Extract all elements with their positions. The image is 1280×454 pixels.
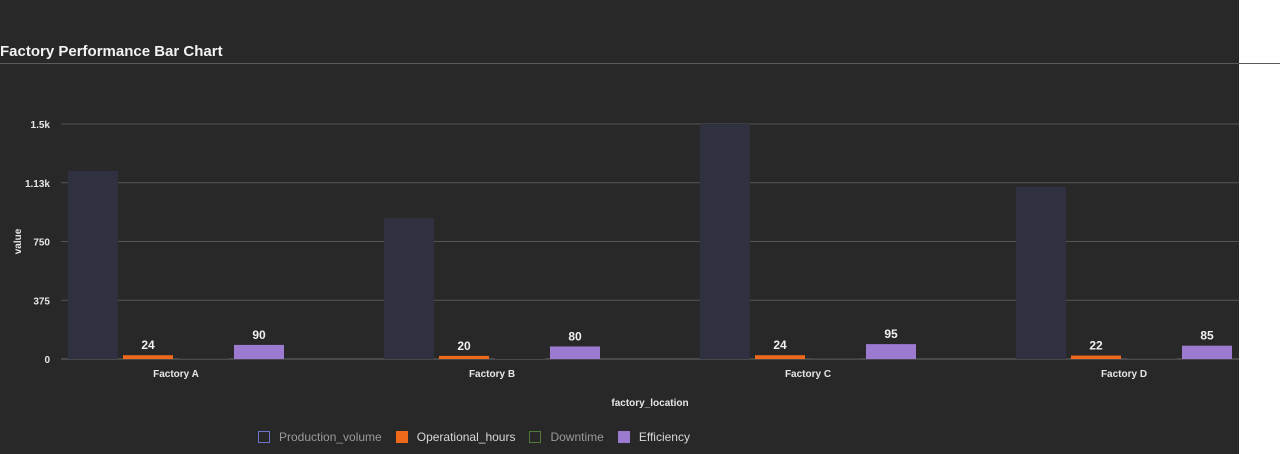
bar-efficiency — [866, 344, 916, 359]
x-tick-label: Factory C — [785, 369, 831, 380]
bar-efficiency — [1182, 345, 1232, 359]
legend-swatch — [529, 431, 542, 443]
data-label: 22 — [1089, 339, 1103, 353]
bar-production-volume — [1016, 186, 1066, 359]
data-label: 95 — [884, 327, 898, 341]
y-tick-label: 1.13k — [25, 179, 50, 190]
x-tick-label: Factory D — [1101, 369, 1147, 380]
bar-production-volume — [68, 171, 118, 359]
x-axis-label: factory_location — [611, 398, 688, 409]
bar-operational-hours — [439, 355, 489, 359]
bar-operational-hours — [123, 355, 173, 359]
legend-swatch — [395, 431, 408, 443]
legend-item-efficiency[interactable]: Efficiency — [617, 430, 690, 444]
chart-title: Factory Performance Bar Chart — [0, 43, 223, 60]
legend-item-operational-hours[interactable]: Operational_hours — [395, 430, 516, 444]
legend-swatch — [258, 431, 270, 443]
legend-label: Efficiency — [638, 430, 690, 444]
legend-label: Production_volume — [279, 430, 382, 444]
y-tick-label: 1.5k — [31, 120, 51, 131]
data-label: 85 — [1200, 329, 1214, 343]
data-label: 24 — [141, 338, 155, 352]
title-divider — [0, 63, 1280, 64]
data-label: 90 — [252, 328, 266, 342]
bar-chart: 0 375 750 1.13k 1.5k value 24 90 Factory A 20 80 Fa… — [13, 120, 1239, 409]
bar-production-volume — [384, 218, 434, 359]
chart-panel: Factory Performance Bar Chart 0 375 750 1.1… — [0, 0, 1239, 454]
title-divider-extension — [1239, 63, 1280, 64]
legend-label: Operational_hours — [416, 430, 516, 444]
bar-efficiency — [550, 346, 600, 359]
data-label: 20 — [457, 339, 471, 353]
chart-legend: Production_volume Operational_hours Downti… — [258, 430, 704, 444]
legend-label: Downtime — [550, 430, 604, 444]
y-tick-label: 750 — [33, 238, 50, 249]
bar-operational-hours — [755, 355, 805, 359]
data-label: 80 — [568, 329, 582, 343]
bar-efficiency — [234, 344, 284, 359]
y-axis-label: value — [13, 228, 24, 254]
legend-item-production-volume[interactable]: Production_volume — [258, 430, 382, 444]
x-tick-label: Factory B — [469, 369, 515, 380]
y-tick-label: 375 — [33, 296, 50, 307]
legend-swatch — [617, 431, 630, 443]
x-tick-label: Factory A — [153, 369, 199, 380]
y-tick-label: 0 — [44, 355, 50, 366]
legend-item-downtime[interactable]: Downtime — [529, 430, 604, 444]
bar-operational-hours — [1071, 355, 1121, 359]
data-label: 24 — [773, 338, 787, 352]
bar-production-volume — [700, 124, 750, 359]
